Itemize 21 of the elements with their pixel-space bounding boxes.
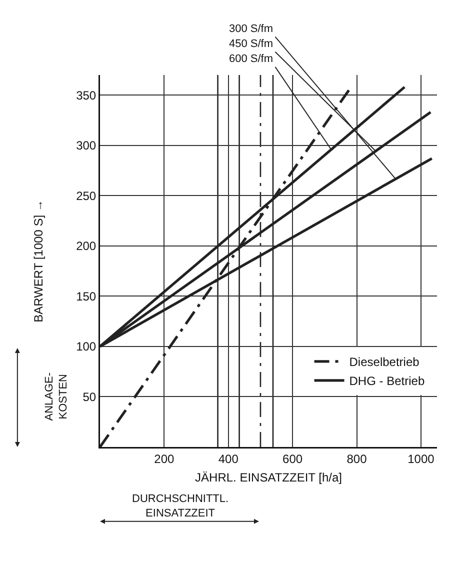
x-tick-label: 800: [346, 452, 368, 466]
annotation: 300 S/fm: [229, 23, 274, 35]
y-tick-label: 200: [76, 239, 96, 254]
annotation: 600 S/fm: [229, 53, 274, 65]
text: ANLAGE- KOSTEN: [43, 372, 70, 421]
x-tick-label: 200: [154, 452, 175, 466]
y-tick-label: 100: [76, 340, 96, 354]
x-tick-label: 400: [218, 452, 239, 466]
y-tick-label: 150: [76, 289, 96, 304]
y-tick-label: 250: [76, 188, 96, 203]
y-tick-label: 50: [82, 390, 96, 404]
y-tick-label: 350: [76, 88, 96, 102]
x-tick-label: 1000: [408, 452, 435, 466]
x-axis-title: JÄHRL. EINSATZZEIT [h/a]: [195, 470, 342, 485]
text: DURCHSCHNITTL. EINSATZZEIT: [132, 493, 229, 520]
y-tick-label: 300: [76, 138, 96, 153]
x-tick-label: 600: [282, 452, 303, 466]
y-axis-title: BARWERT [1000 S] →: [32, 200, 46, 322]
annotation: 450 S/fm: [229, 38, 274, 50]
legend-label: DHG - Betrieb: [349, 374, 425, 388]
legend-label: Dieselbetrieb: [349, 355, 420, 370]
